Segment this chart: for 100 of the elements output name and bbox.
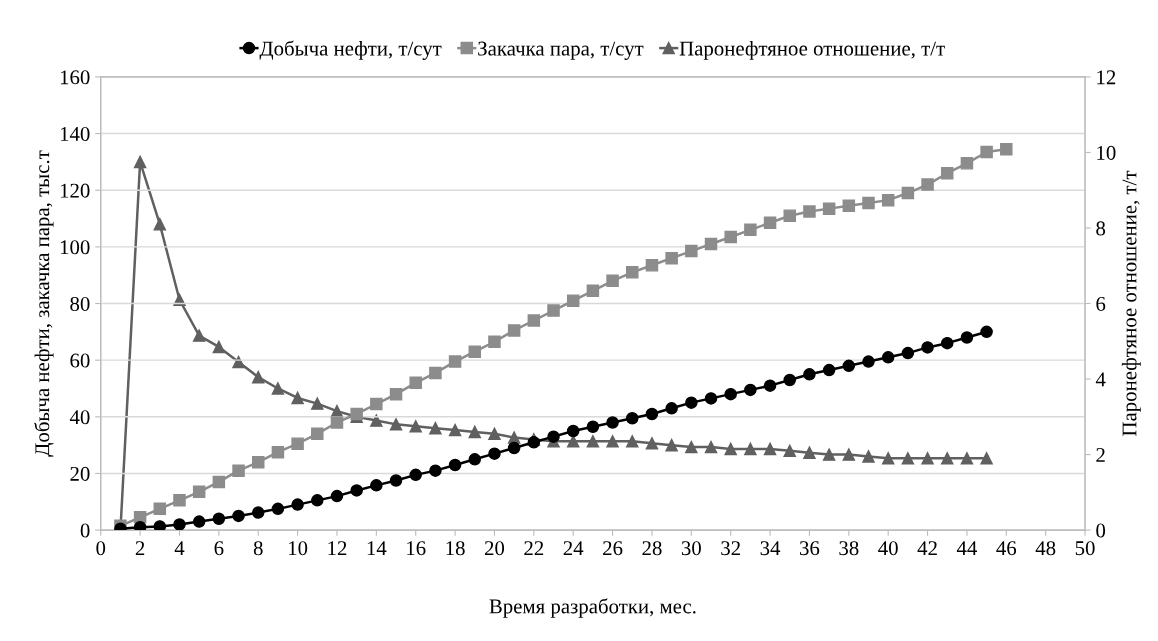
point <box>389 474 403 487</box>
point <box>960 452 974 465</box>
x-tick-label: 20 <box>484 541 505 556</box>
point <box>468 425 482 439</box>
x-tick-label: 16 <box>407 541 426 556</box>
legend-label: Паронефтяное отношение, т/т <box>679 40 945 60</box>
point <box>980 452 993 465</box>
point <box>665 438 678 452</box>
point <box>251 370 265 384</box>
point <box>980 325 993 339</box>
x-tick-label: 10 <box>289 541 308 556</box>
y-tick-label: 120 <box>60 183 90 198</box>
point <box>291 391 304 405</box>
point <box>881 193 895 207</box>
point <box>842 199 856 213</box>
x-tick-label: 8 <box>253 541 263 556</box>
point <box>901 452 915 465</box>
point <box>153 502 167 516</box>
point <box>429 366 442 380</box>
point <box>429 464 442 477</box>
y-tick-label: 160 <box>60 70 90 85</box>
y2-tick-label: 10 <box>1097 145 1116 160</box>
y-tick-label: 20 <box>70 466 90 481</box>
point <box>960 157 974 170</box>
point <box>822 363 836 377</box>
y-tick-label: 0 <box>80 523 90 538</box>
x-axis-title: Время разработки, мес. <box>489 598 696 618</box>
point <box>783 373 797 387</box>
point <box>566 435 580 448</box>
point <box>842 359 856 373</box>
x-tick-label: 44 <box>956 541 978 555</box>
point <box>212 340 226 354</box>
point <box>862 450 875 463</box>
point <box>173 494 186 507</box>
point <box>389 387 403 401</box>
point <box>488 335 501 349</box>
x-tick-label: 30 <box>681 541 701 556</box>
point <box>606 435 619 448</box>
y2-tick-label: 12 <box>1097 70 1116 85</box>
y-tick-label: 100 <box>60 240 90 255</box>
point <box>448 458 462 472</box>
point <box>842 448 856 461</box>
point <box>271 502 285 516</box>
point <box>192 485 206 499</box>
point <box>350 484 363 497</box>
x-tick-label: 18 <box>446 541 465 556</box>
point <box>468 453 482 466</box>
point <box>527 436 541 449</box>
point <box>862 355 875 368</box>
x-tick-label: 48 <box>1035 541 1056 556</box>
point <box>330 489 344 503</box>
point <box>665 251 678 265</box>
point <box>370 397 383 411</box>
point <box>370 479 383 492</box>
point <box>940 336 954 350</box>
point <box>881 452 895 465</box>
x-tick-label: 46 <box>996 541 1017 556</box>
point <box>783 209 797 222</box>
point <box>645 259 659 272</box>
point <box>645 407 659 421</box>
point <box>566 424 580 438</box>
point <box>547 304 560 317</box>
point <box>586 284 600 298</box>
x-tick-label: 14 <box>367 541 387 555</box>
point <box>921 178 934 191</box>
point <box>232 509 245 523</box>
point <box>901 186 915 200</box>
point <box>173 518 186 531</box>
point <box>744 223 757 237</box>
legend-label: Добыча нефти, т/сут <box>259 40 442 60</box>
point <box>586 435 600 448</box>
y2-axis-title: Паронефтяное отношение, т/т <box>1121 170 1141 436</box>
point <box>133 521 147 531</box>
x-tick-label: 0 <box>96 541 106 556</box>
point <box>626 266 639 279</box>
point <box>744 383 757 397</box>
point <box>724 442 737 456</box>
point <box>803 205 816 218</box>
point <box>901 346 915 360</box>
y2-tick-label: 2 <box>1096 448 1105 462</box>
point <box>724 230 737 244</box>
point <box>685 244 698 258</box>
point <box>665 402 678 415</box>
point <box>488 427 501 441</box>
y2-tick-label: 0 <box>1096 523 1106 538</box>
x-tick-label: 40 <box>878 541 898 556</box>
point <box>330 416 344 429</box>
x-tick-label: 38 <box>839 541 859 556</box>
point <box>763 379 777 392</box>
x-tick-label: 2 <box>135 541 145 555</box>
x-tick-label: 24 <box>563 541 584 555</box>
y-tick-label: 60 <box>70 353 90 368</box>
point <box>704 440 718 454</box>
point <box>783 444 797 458</box>
point <box>251 506 265 519</box>
point <box>311 427 324 441</box>
y2-tick-label: 4 <box>1095 372 1106 387</box>
point <box>429 421 442 435</box>
x-tick-label: 32 <box>721 541 740 556</box>
point <box>566 294 580 307</box>
